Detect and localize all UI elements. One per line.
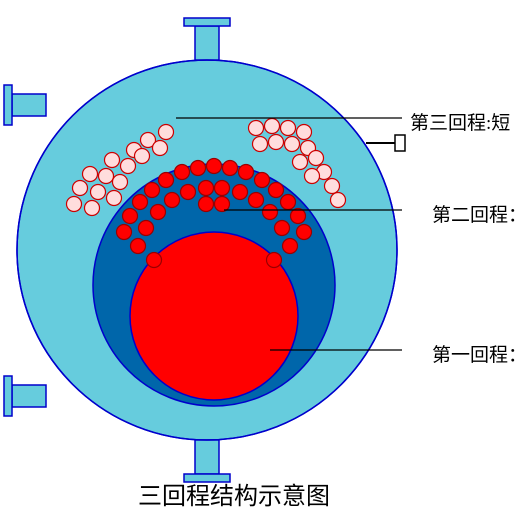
- label-pass-3: 第三回程:短: [410, 108, 510, 135]
- diagram-svg: [0, 0, 520, 520]
- label-pass-2: 第二回程：: [432, 200, 520, 227]
- caption: 三回程结构示意图: [138, 476, 330, 511]
- label-pass-1: 第一回程：: [432, 340, 520, 367]
- diagram-canvas: 第三回程:短 第二回程： 第一回程： 三回程结构示意图: [0, 0, 520, 520]
